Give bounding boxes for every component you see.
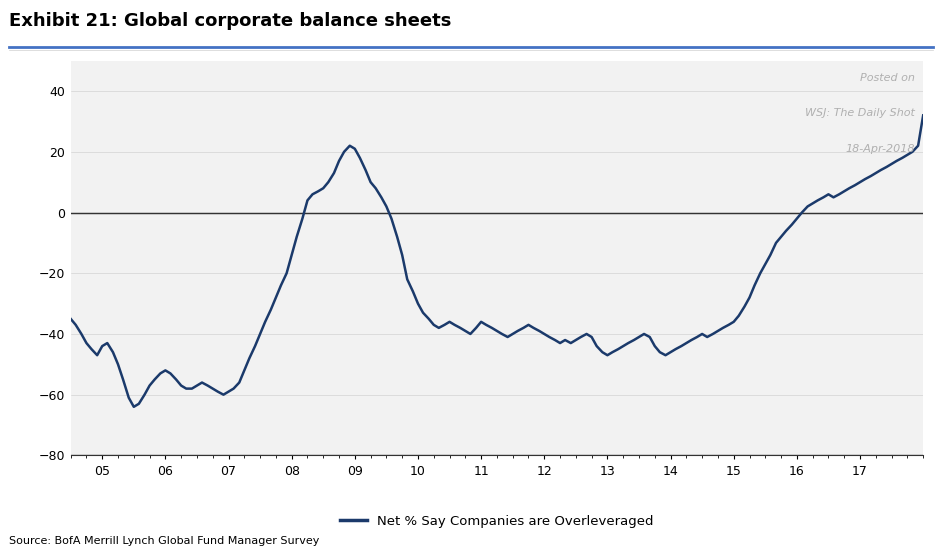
Legend: Net % Say Companies are Overleveraged: Net % Say Companies are Overleveraged [335,509,658,533]
Text: WSJ: The Daily Shot: WSJ: The Daily Shot [804,108,915,118]
Text: 18-Apr-2018: 18-Apr-2018 [845,144,915,153]
Text: Exhibit 21: Global corporate balance sheets: Exhibit 21: Global corporate balance she… [9,12,452,30]
Text: Source: BofA Merrill Lynch Global Fund Manager Survey: Source: BofA Merrill Lynch Global Fund M… [9,537,319,546]
Text: Posted on: Posted on [860,72,915,83]
